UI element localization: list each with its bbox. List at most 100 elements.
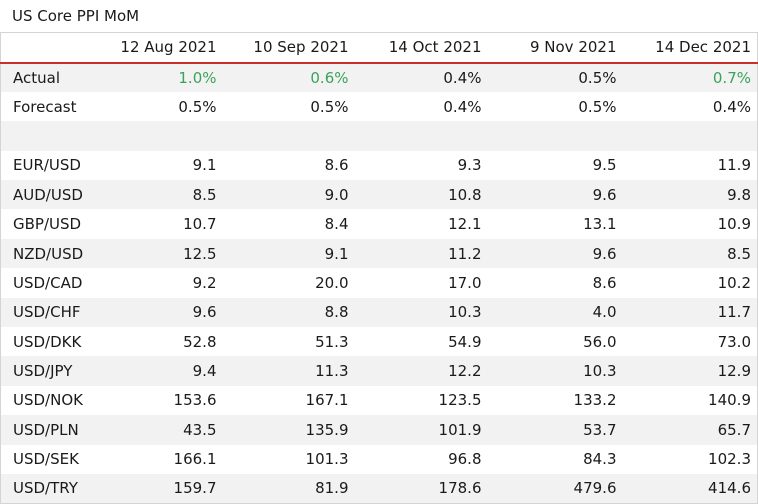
pair-row: USD/PLN 43.5 135.9 101.9 53.7 65.7	[0, 415, 758, 445]
pair-value: 96.8	[448, 450, 482, 469]
date-header: 12 Aug 2021	[98, 32, 223, 64]
spacer-row	[0, 121, 758, 151]
pair-row: USD/JPY 9.4 11.3 12.2 10.3 12.9	[0, 356, 758, 386]
pair-value: 133.2	[573, 391, 617, 410]
pair-value: 166.1	[173, 450, 217, 469]
pair-row: GBP/USD 10.7 8.4 12.1 13.1 10.9	[0, 209, 758, 239]
pair-value: 12.9	[717, 362, 751, 381]
pair-value: 9.6	[592, 244, 617, 263]
pair-value: 8.5	[727, 244, 751, 263]
pair-value: 43.5	[183, 420, 217, 439]
pair-value: 135.9	[305, 420, 349, 439]
pair-value: 17.0	[448, 273, 482, 292]
pair-value: 11.7	[717, 303, 751, 322]
pair-value: 9.3	[457, 156, 482, 175]
row-label: Actual	[13, 68, 60, 87]
pair-value: 11.3	[315, 362, 349, 381]
pair-value: 12.1	[448, 215, 482, 234]
date-header: 14 Oct 2021	[354, 32, 488, 64]
pair-row: EUR/USD 9.1 8.6 9.3 9.5 11.9	[0, 150, 758, 181]
pair-value: 9.1	[324, 244, 349, 263]
pair-value: 65.7	[717, 420, 751, 439]
pair-value: 479.6	[573, 479, 617, 498]
actual-value: 0.7%	[712, 68, 751, 87]
pair-label: USD/DKK	[13, 332, 82, 351]
date-header: 9 Nov 2021	[487, 32, 623, 64]
page-title: US Core PPI MoM	[12, 7, 140, 25]
pair-value: 9.6	[192, 303, 217, 322]
pair-value: 8.8	[324, 303, 349, 322]
pair-value: 4.0	[592, 303, 617, 322]
pair-value: 167.1	[305, 391, 349, 410]
pair-value: 10.7	[183, 215, 217, 234]
pair-value: 102.3	[708, 450, 751, 469]
pair-value: 54.9	[448, 332, 482, 351]
pair-row: USD/CAD 9.2 20.0 17.0 8.6 10.2	[0, 268, 758, 298]
pair-label: USD/JPY	[13, 362, 73, 381]
pair-label: USD/SEK	[13, 450, 79, 469]
pair-value: 10.3	[448, 303, 482, 322]
actual-value: 0.4%	[443, 68, 482, 87]
pair-value: 9.6	[592, 185, 617, 204]
actual-value: 0.5%	[578, 68, 617, 87]
actual-row: Actual 1.0% 0.6% 0.4% 0.5% 0.7%	[0, 62, 758, 92]
pair-value: 81.9	[315, 479, 349, 498]
pair-value: 11.2	[448, 244, 482, 263]
pair-value: 9.8	[727, 185, 751, 204]
forecast-value: 0.4%	[712, 97, 751, 116]
header-row: 12 Aug 2021 10 Sep 2021 14 Oct 2021 9 No…	[0, 32, 758, 64]
pair-value: 73.0	[717, 332, 751, 351]
pair-value: 9.4	[192, 362, 217, 381]
pair-row: USD/SEK 166.1 101.3 96.8 84.3 102.3	[0, 444, 758, 474]
pair-row: USD/TRY 159.7 81.9 178.6 479.6 414.6	[0, 473, 758, 504]
pair-label: USD/PLN	[13, 420, 79, 439]
pair-value: 10.3	[583, 362, 617, 381]
pair-label: USD/NOK	[13, 391, 83, 410]
pair-value: 101.9	[438, 420, 482, 439]
pair-value: 20.0	[315, 273, 349, 292]
pair-value: 8.6	[324, 156, 349, 175]
pair-value: 12.5	[183, 244, 217, 263]
header-corner	[0, 32, 99, 64]
date-header: 10 Sep 2021	[222, 32, 355, 64]
pair-value: 9.2	[192, 273, 217, 292]
forecast-value: 0.5%	[310, 97, 349, 116]
pair-value: 11.9	[717, 156, 751, 175]
pair-label: USD/CAD	[13, 273, 83, 292]
pair-value: 8.5	[192, 185, 217, 204]
pair-value: 53.7	[583, 420, 617, 439]
pair-value: 8.4	[324, 215, 349, 234]
pair-value: 10.9	[717, 215, 751, 234]
pair-row: USD/NOK 153.6 167.1 123.5 133.2 140.9	[0, 385, 758, 416]
pair-value: 123.5	[438, 391, 482, 410]
pair-row: AUD/USD 8.5 9.0 10.8 9.6 9.8	[0, 180, 758, 210]
pair-value: 12.2	[448, 362, 482, 381]
pair-row: NZD/USD 12.5 9.1 11.2 9.6 8.5	[0, 238, 758, 269]
pair-row: USD/DKK 52.8 51.3 54.9 56.0 73.0	[0, 327, 758, 357]
forecast-value: 0.5%	[178, 97, 217, 116]
pair-value: 13.1	[583, 215, 617, 234]
pair-label: NZD/USD	[13, 244, 84, 263]
pair-label: GBP/USD	[13, 215, 82, 234]
row-label: Forecast	[13, 97, 77, 116]
pair-label: AUD/USD	[13, 185, 83, 204]
pair-value: 9.5	[592, 156, 617, 175]
pair-value: 159.7	[173, 479, 217, 498]
data-table: 12 Aug 2021 10 Sep 2021 14 Oct 2021 9 No…	[0, 32, 758, 504]
spacer-cell	[1, 121, 758, 150]
pair-label: USD/CHF	[13, 303, 81, 322]
pair-value: 9.0	[324, 185, 349, 204]
pair-label: USD/TRY	[13, 479, 78, 498]
pair-value: 56.0	[583, 332, 617, 351]
pair-value: 8.6	[592, 273, 617, 292]
pair-value: 101.3	[305, 450, 349, 469]
pair-value: 414.6	[708, 479, 751, 498]
date-header: 14 Dec 2021	[622, 32, 758, 64]
forecast-row: Forecast 0.5% 0.5% 0.4% 0.5% 0.4%	[0, 91, 758, 122]
pair-value: 10.8	[448, 185, 482, 204]
actual-value: 0.6%	[310, 68, 349, 87]
pair-value: 140.9	[708, 391, 751, 410]
pair-value: 84.3	[583, 450, 617, 469]
pair-row: USD/CHF 9.6 8.8 10.3 4.0 11.7	[0, 297, 758, 328]
forecast-value: 0.4%	[443, 97, 482, 116]
